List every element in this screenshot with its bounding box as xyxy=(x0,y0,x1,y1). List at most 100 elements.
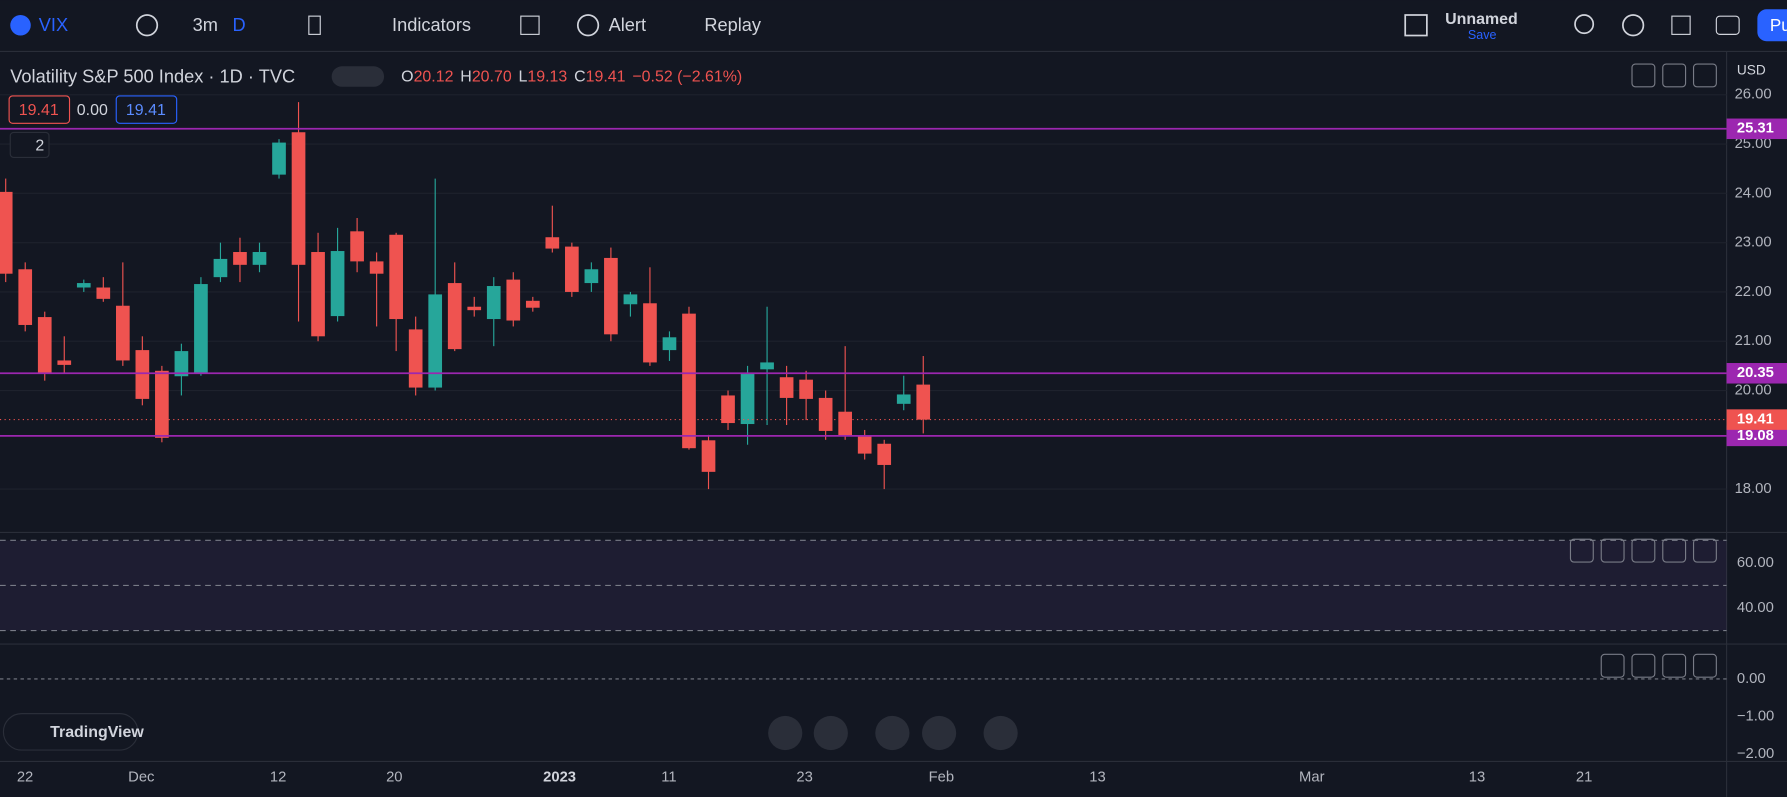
flag-icon xyxy=(10,15,31,36)
publish[interactable]: Pu xyxy=(1770,16,1787,35)
candle-body xyxy=(252,252,267,265)
button[interactable] xyxy=(1569,538,1594,563)
add-symbol[interactable] xyxy=(135,14,159,37)
collapse-box[interactable] xyxy=(9,131,50,159)
ask-box xyxy=(115,95,178,124)
candle-body xyxy=(818,397,833,431)
candle-body xyxy=(760,362,774,370)
scroll-left[interactable] xyxy=(875,715,910,751)
l-value: 19.13 xyxy=(527,69,567,86)
candle-body xyxy=(135,350,150,399)
y-tick-label: 40.00 xyxy=(1737,600,1774,616)
candle-body xyxy=(799,379,813,399)
toolbar: VIX 3m D Indicators Alert Replay Unnamed… xyxy=(0,9,1787,53)
c-label: C xyxy=(574,69,586,86)
button[interactable] xyxy=(1631,653,1656,678)
zoom-in[interactable] xyxy=(813,715,848,751)
candle-body xyxy=(467,306,482,311)
y-tick-label: 21.00 xyxy=(1735,333,1772,349)
settings[interactable] xyxy=(1622,14,1645,37)
button[interactable] xyxy=(1631,538,1656,563)
candle-body xyxy=(291,132,306,265)
button[interactable] xyxy=(1662,653,1687,678)
replay[interactable]: Replay xyxy=(704,14,762,35)
candle-body xyxy=(662,337,677,351)
button[interactable] xyxy=(1692,63,1717,88)
brand[interactable]: TradingView xyxy=(50,724,144,741)
candle-body xyxy=(330,251,345,317)
scroll-right[interactable] xyxy=(921,715,957,751)
candle-body xyxy=(369,261,384,274)
level-tag xyxy=(1726,363,1787,384)
y-tick-label: 20.00 xyxy=(1735,382,1772,398)
pane-buttons xyxy=(1569,63,1717,678)
c-value: 19.41 xyxy=(586,69,626,86)
candle-body xyxy=(350,231,364,262)
ask: 19.41 xyxy=(126,102,166,119)
search[interactable] xyxy=(1574,14,1595,35)
legend-toggle[interactable] xyxy=(331,66,385,87)
candle-body xyxy=(545,237,560,249)
candle-body xyxy=(115,305,130,361)
layout-icon[interactable] xyxy=(1404,14,1428,37)
reset[interactable] xyxy=(983,715,1018,751)
snapshot[interactable] xyxy=(1715,15,1740,35)
x-tick-label: 13 xyxy=(1089,769,1105,785)
candle-body xyxy=(0,191,13,274)
candle-body xyxy=(506,279,521,321)
interval-unit[interactable]: D xyxy=(232,14,245,35)
y-tick-label: 26.00 xyxy=(1735,87,1772,103)
candle-body xyxy=(525,300,540,308)
candle-body xyxy=(857,435,872,454)
button[interactable] xyxy=(1600,653,1625,678)
symbol[interactable]: VIX xyxy=(39,14,68,35)
save[interactable]: Save xyxy=(1468,28,1497,42)
candle-body xyxy=(57,360,72,365)
h-label: H xyxy=(460,69,472,86)
y-tick-label: 0.00 xyxy=(1737,671,1766,687)
legend-ohlc: O20.12 H20.70 L19.13 C19.41 −0.52 (−2.61%) xyxy=(401,69,742,86)
candle-body xyxy=(272,142,286,175)
candle-body xyxy=(877,443,892,465)
x-tick-label: 2023 xyxy=(543,769,576,785)
y-tick-label: 25.00 xyxy=(1735,136,1772,152)
legend-title: Volatility S&P 500 Index · 1D · TVC xyxy=(10,65,295,86)
button[interactable] xyxy=(1662,538,1687,563)
button[interactable] xyxy=(1631,63,1656,88)
button[interactable] xyxy=(1600,538,1625,563)
level-label: 25.31 xyxy=(1737,121,1774,137)
o-label: O xyxy=(401,69,413,86)
brand-badge[interactable] xyxy=(2,713,139,751)
interval[interactable]: 3m xyxy=(193,14,218,35)
candle-body xyxy=(623,294,638,305)
candle-body xyxy=(701,440,716,472)
candle-body xyxy=(682,313,696,449)
candle-body xyxy=(389,234,403,320)
candle-body xyxy=(155,370,169,438)
currency[interactable]: USD xyxy=(1737,62,1766,77)
candle-body xyxy=(96,287,111,299)
button[interactable] xyxy=(1692,538,1717,563)
last-price-label: 19.41 xyxy=(1737,412,1774,428)
fullscreen[interactable] xyxy=(1671,15,1691,35)
alert-icon xyxy=(576,14,600,37)
layout-name[interactable]: Unnamed xyxy=(1445,11,1518,28)
publish-button[interactable] xyxy=(1757,9,1787,42)
change: −0.52 (−2.61%) xyxy=(632,69,742,86)
candle-body xyxy=(408,329,423,388)
collapse-count[interactable]: 2 xyxy=(35,137,44,154)
level-label: 20.35 xyxy=(1737,365,1774,381)
chart-type[interactable] xyxy=(308,15,321,35)
alert[interactable]: Alert xyxy=(609,14,646,35)
button[interactable] xyxy=(1662,63,1687,88)
y-tick-label: −1.00 xyxy=(1737,708,1774,724)
candle-body xyxy=(233,252,247,265)
level-label: 19.08 xyxy=(1737,428,1774,444)
y-tick-label: 60.00 xyxy=(1737,555,1774,571)
templates[interactable] xyxy=(520,15,540,35)
indicators[interactable]: Indicators xyxy=(392,14,471,35)
x-tick-label: Feb xyxy=(929,769,955,785)
zoom-out[interactable] xyxy=(768,715,803,751)
button[interactable] xyxy=(1692,653,1717,678)
